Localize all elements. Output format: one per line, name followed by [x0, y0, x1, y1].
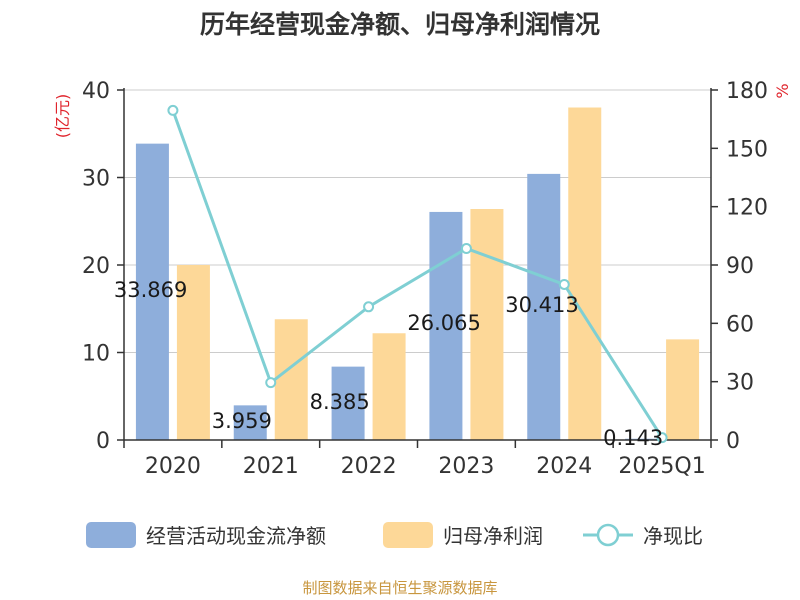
- bar-cashflow: [527, 173, 561, 441]
- left-tick-label: 10: [82, 342, 110, 367]
- legend-label-cashflow: 经营活动现金流净额: [146, 524, 326, 548]
- data-label-cashflow: 33.869: [114, 278, 187, 302]
- ratio-point: [460, 242, 472, 254]
- right-tick-label: 180: [726, 79, 768, 104]
- bar-cashflow: [429, 211, 463, 440]
- right-tick-label: 120: [726, 196, 768, 221]
- data-label-cashflow: 30.413: [505, 293, 578, 317]
- legend-label-profit: 归母净利润: [443, 524, 543, 548]
- bar-profit: [372, 333, 406, 440]
- bar-cashflow: [135, 143, 169, 441]
- legend: 经营活动现金流净额 归母净利润 净现比: [86, 522, 703, 548]
- legend-item-ratio[interactable]: 净现比: [583, 523, 703, 548]
- bar-cashflow: [233, 405, 267, 440]
- legend-label-ratio: 净现比: [643, 524, 703, 548]
- bar-profit: [666, 339, 700, 440]
- right-tick-label: 60: [726, 312, 754, 337]
- gridlines: [124, 89, 711, 353]
- bar-profit: [568, 107, 602, 440]
- ratio-point: [656, 432, 668, 444]
- x-tick-label: 2020: [145, 454, 201, 479]
- bar-profit: [274, 319, 308, 440]
- right-tick-label: 90: [726, 254, 754, 279]
- bar-profit: [176, 265, 210, 440]
- right-tick-label: 0: [726, 429, 740, 454]
- bar-cashflow: [331, 366, 365, 440]
- left-axis-label: (亿元): [53, 94, 72, 139]
- data-label-cashflow: 26.065: [407, 311, 480, 335]
- chart-title: 历年经营现金净额、归母净利润情况: [200, 10, 600, 39]
- bars: [135, 107, 700, 441]
- ratio-line: [167, 104, 668, 444]
- data-labels: 33.869 3.959 8.385 26.065 30.413 0.143: [114, 278, 663, 450]
- ratio-point: [265, 377, 277, 389]
- legend-item-profit[interactable]: 归母净利润: [383, 522, 543, 548]
- source-note: 制图数据来自恒生聚源数据库: [302, 579, 497, 597]
- legend-swatch-profit: [383, 522, 433, 548]
- legend-marker-ratio: [596, 523, 620, 547]
- right-axis-label: %: [773, 83, 792, 98]
- left-tick-label: 30: [82, 167, 110, 192]
- ratio-point: [363, 301, 375, 313]
- x-tick-label: 2022: [341, 454, 397, 479]
- axes: 0 10 20 30 40 0 30 60 90 120 150 180 2020 2021 2022 202…: [82, 79, 768, 479]
- left-tick-label: 40: [82, 79, 110, 104]
- ratio-point: [167, 104, 179, 116]
- left-tick-label: 0: [96, 429, 110, 454]
- data-label-cashflow: 8.385: [310, 390, 370, 414]
- legend-item-cashflow[interactable]: 经营活动现金流净额: [86, 522, 326, 548]
- x-tick-label: 2021: [243, 454, 299, 479]
- data-label-cashflow: 0.143: [603, 426, 663, 450]
- legend-swatch-cashflow: [86, 522, 136, 548]
- x-tick-label: 2024: [536, 454, 592, 479]
- x-tick-label: 2023: [438, 454, 494, 479]
- ratio-polyline: [171, 109, 664, 439]
- ratio-point: [558, 278, 570, 290]
- right-tick-label: 30: [726, 371, 754, 396]
- data-label-cashflow: 3.959: [212, 409, 272, 433]
- x-tick-label: 2025Q1: [618, 454, 705, 479]
- left-tick-label: 20: [82, 254, 110, 279]
- bar-profit: [470, 209, 504, 440]
- right-tick-label: 150: [726, 137, 768, 162]
